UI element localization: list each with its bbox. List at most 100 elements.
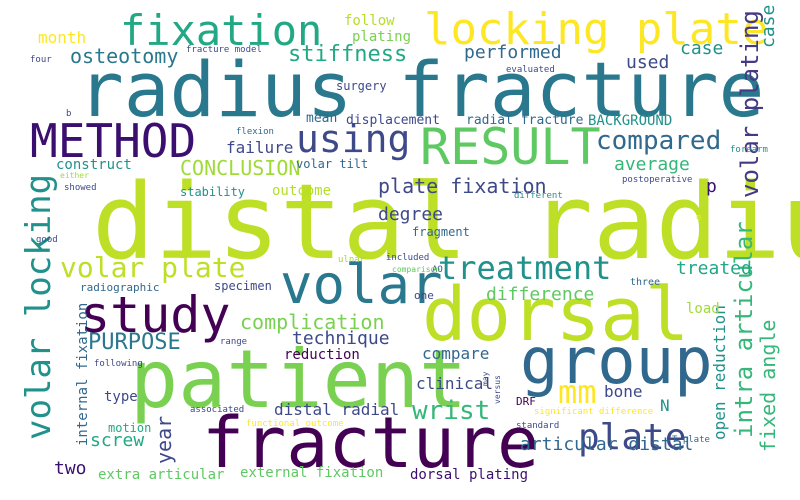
word-standard: standard xyxy=(516,421,560,431)
word-case-h: case xyxy=(680,38,724,59)
word-outcome: outcome xyxy=(272,183,332,199)
word-using: using xyxy=(296,117,411,161)
word-surgery: surgery xyxy=(336,79,387,93)
word-fracture: fracture xyxy=(202,402,540,484)
word-n: N xyxy=(660,396,670,415)
word-clinical: clinical xyxy=(416,374,494,393)
word-compared: compared xyxy=(596,126,722,156)
word-fixation: fixation xyxy=(120,6,323,55)
word-external-fixation: external fixation xyxy=(240,465,384,481)
word-method: METHOD xyxy=(30,114,197,168)
word-specimen: specimen xyxy=(214,279,272,293)
word-t-plate: T plate xyxy=(672,435,710,445)
word-dorsal-plating: dorsal plating xyxy=(410,467,529,483)
word-construct: construct xyxy=(56,157,132,173)
word-either: either xyxy=(60,171,89,180)
word-three: three xyxy=(630,277,661,288)
word-performed: performed xyxy=(464,42,562,63)
word-internal-fixation: internal fixation xyxy=(75,302,91,446)
word-plate: plate xyxy=(578,417,687,458)
word-ao: AO xyxy=(432,265,443,275)
word-distal-radius: distal radius xyxy=(92,161,800,283)
word-four: four xyxy=(30,55,52,65)
word-articular-distal: articular distal xyxy=(520,434,694,455)
word-locking-plate: locking plate xyxy=(424,4,769,55)
word-fracture-model: fracture model xyxy=(186,45,262,55)
word-degree: degree xyxy=(378,204,444,225)
word-complication: complication xyxy=(240,310,385,334)
word-range: range xyxy=(220,337,248,347)
word-result: RESULT xyxy=(420,118,601,176)
word-background: BACKGROUND xyxy=(588,113,673,129)
word-stability: stability xyxy=(180,185,246,199)
word-volar: volar xyxy=(280,253,443,316)
word-intra-articular: intra articular xyxy=(730,221,758,438)
word-follow: follow xyxy=(344,13,395,29)
word-treatment: treatment xyxy=(438,249,612,287)
word-type: type xyxy=(104,389,138,405)
word-treated: treated xyxy=(676,258,752,279)
word-evaluated: evaluated xyxy=(506,65,555,75)
word-comparison: comparison xyxy=(392,265,441,274)
word-fragment: fragment xyxy=(412,225,470,239)
word-conclusion: CONCLUSION xyxy=(180,156,301,180)
word-volar-plate: volar plate xyxy=(60,251,246,284)
word-versus: versus xyxy=(493,375,502,404)
word-group: group xyxy=(520,325,713,399)
word-compare: compare xyxy=(422,344,490,363)
word-technique: technique xyxy=(292,328,390,349)
word-wrist: wrist xyxy=(412,396,491,426)
word-screw: screw xyxy=(90,430,145,451)
word-load: load xyxy=(686,301,720,317)
word-volar-locking: volar locking xyxy=(19,173,59,440)
word-osteotomy: osteotomy xyxy=(70,44,179,68)
word-flexion: flexion xyxy=(236,127,274,137)
word-study: study xyxy=(80,286,231,344)
word-case: case xyxy=(758,4,779,48)
word-fixed-angle: fixed angle xyxy=(756,319,780,452)
word-difference: difference xyxy=(486,284,595,305)
word-associated: associated xyxy=(190,405,245,415)
word-p: p xyxy=(706,176,717,197)
word-open-reduction: open reduction xyxy=(710,305,729,440)
word-displacement: displacement xyxy=(346,113,440,128)
word-may: may xyxy=(481,371,490,386)
word-e-mark: e xyxy=(696,213,702,223)
word-significant-difference: significant difference xyxy=(534,407,654,417)
word-purpose: PURPOSE xyxy=(88,330,181,355)
word-average: average xyxy=(614,154,690,175)
word-radial-fracture: radial fracture xyxy=(466,113,584,128)
word-forearm: forearm xyxy=(730,145,768,155)
word-b: b xyxy=(66,109,72,119)
word-bone: bone xyxy=(604,382,643,401)
word-included: included xyxy=(386,253,430,263)
word-mm: mm xyxy=(558,373,597,411)
word-good: good xyxy=(36,235,58,245)
word-distal-radial: distal radial xyxy=(274,400,400,419)
word-year: year xyxy=(152,415,176,464)
word-ulnar: ulnar xyxy=(338,255,366,265)
word-mean: mean xyxy=(306,111,338,126)
word-drf: DRF xyxy=(516,395,536,408)
word-used: used xyxy=(626,52,670,73)
word-plating: plating xyxy=(352,29,412,45)
word-failure: failure xyxy=(226,138,294,157)
word-showed: showed xyxy=(64,183,97,193)
word-volar-tilt: volar tilt xyxy=(296,157,369,171)
word-two: two xyxy=(54,458,87,479)
word-radiographic: radiographic xyxy=(80,281,160,294)
word-following: following xyxy=(94,359,143,369)
word-one: one xyxy=(414,289,434,302)
word-motion: motion xyxy=(108,421,152,435)
word-extra-articular: extra articular xyxy=(98,467,225,483)
word-radius-fracture: radius fracture xyxy=(78,45,765,134)
word-different: different xyxy=(514,191,563,201)
word-postoperative: postoperative xyxy=(622,175,693,185)
word-patient: patient xyxy=(130,333,468,426)
word-plate-fixation: plate fixation xyxy=(378,174,547,198)
word-stiffness: stiffness xyxy=(288,42,408,67)
word-dorsal: dorsal xyxy=(422,272,690,358)
word-month: month xyxy=(38,28,87,47)
word-functional-outcome: functional outcome xyxy=(246,419,344,429)
